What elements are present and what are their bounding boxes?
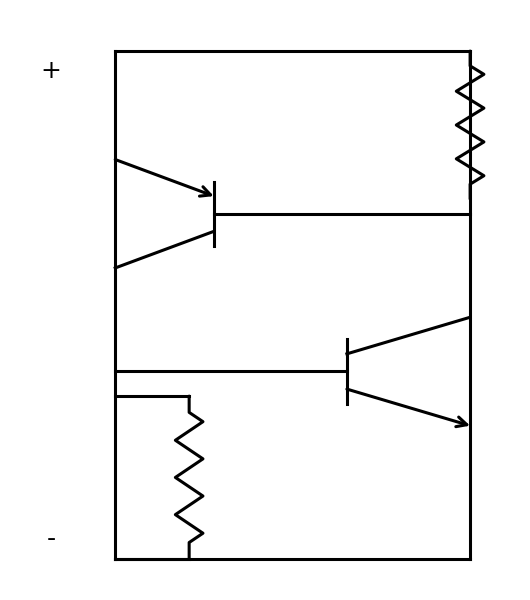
- Text: -: -: [47, 527, 56, 551]
- Text: +: +: [41, 59, 61, 83]
